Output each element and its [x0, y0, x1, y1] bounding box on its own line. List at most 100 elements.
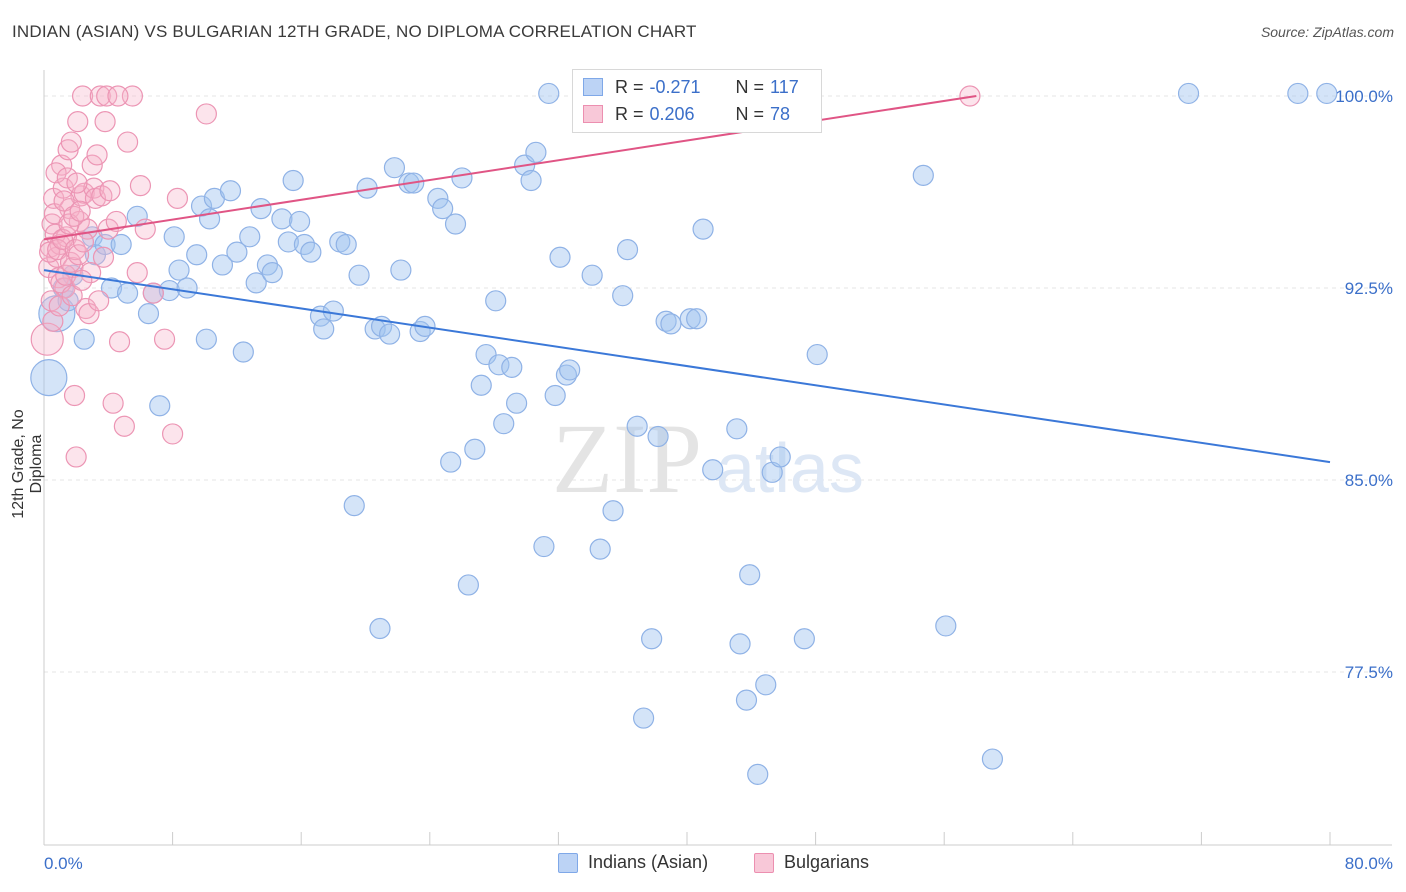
- bulgarian-point: [162, 423, 184, 445]
- indian-point: [379, 323, 401, 345]
- bulgarian-point: [105, 210, 127, 233]
- bulgarian-point: [67, 110, 89, 133]
- indian-point: [679, 308, 701, 330]
- indian-point: [30, 359, 68, 397]
- indian-point: [288, 210, 311, 233]
- indian-point: [282, 169, 304, 192]
- indian-point: [186, 244, 208, 266]
- legend-label-bulgarians: Bulgarians: [784, 852, 870, 872]
- bulgarian-point: [88, 290, 110, 312]
- indian-point: [549, 246, 571, 268]
- indian-point: [110, 233, 132, 256]
- indian-point: [559, 359, 581, 381]
- indian-point: [1177, 82, 1200, 105]
- indian-point: [271, 208, 293, 230]
- bulgarian-point: [53, 190, 75, 212]
- indian-point: [686, 308, 708, 330]
- indian-point: [226, 241, 248, 263]
- indian-point: [1287, 82, 1309, 105]
- indian-point: [116, 282, 139, 304]
- indian-point: [232, 341, 254, 363]
- bulgarian-point: [153, 328, 176, 350]
- bulgarian-point: [81, 154, 103, 176]
- y-tick-label: 92.5%: [1345, 279, 1393, 298]
- indian-point: [444, 213, 467, 235]
- legend-r-label: R =: [615, 103, 644, 124]
- legend-row-bulgarians: R = 0.206 N = 78: [583, 102, 790, 126]
- indian-point: [533, 535, 555, 558]
- legend-n-value: 78: [770, 103, 791, 124]
- indian-point: [602, 500, 624, 522]
- indian-point: [219, 180, 242, 202]
- bulgarian-point: [59, 251, 82, 273]
- indian-point: [149, 395, 171, 417]
- indian-point: [739, 564, 761, 586]
- indian-point: [755, 674, 777, 696]
- bulgarian-point: [45, 162, 67, 184]
- legend-row-indians: R = -0.271 N = 117: [583, 75, 799, 99]
- series-bulgarians: [30, 85, 981, 468]
- bulgarian-point: [86, 144, 108, 166]
- legend-n-label: N =: [735, 103, 765, 124]
- bulgarian-point: [116, 131, 139, 153]
- indian-point: [520, 169, 542, 192]
- indian-point: [647, 425, 669, 448]
- indian-point: [485, 290, 507, 312]
- indian-point: [313, 318, 335, 340]
- indian-point: [632, 707, 655, 729]
- watermark-atlas: atlas: [716, 429, 864, 507]
- legend-swatch-indians: [583, 78, 603, 96]
- legend-swatch-bulgarians: [583, 105, 603, 123]
- bulgarian-point: [65, 446, 87, 468]
- indian-point: [457, 574, 479, 596]
- indian-point: [793, 628, 815, 650]
- bulgarian-point: [129, 175, 152, 197]
- indian-point: [488, 354, 510, 376]
- source-label: Source: ZipAtlas.com: [1260, 24, 1394, 40]
- indian-point: [195, 328, 217, 350]
- axes: [43, 70, 1392, 846]
- bulgarian-point: [69, 200, 91, 222]
- trend-line-indians: [43, 269, 1331, 464]
- legend-n-value: 117: [770, 76, 799, 97]
- legend-r-value: 0.206: [649, 103, 695, 124]
- indian-point: [589, 538, 611, 560]
- indian-point: [470, 374, 492, 396]
- bulgarian-point: [60, 131, 82, 153]
- indian-point: [390, 259, 412, 281]
- bulgarian-point: [89, 85, 111, 107]
- legend-swatch-bulgarians: [754, 852, 774, 873]
- y-tick-label: 85.0%: [1345, 471, 1393, 490]
- indian-point: [729, 633, 751, 655]
- legend-r-label: R =: [615, 76, 644, 97]
- indian-point: [506, 392, 528, 414]
- bulgarian-point: [71, 85, 94, 107]
- legend-item-bulgarians[interactable]: Bulgarians: [754, 852, 869, 873]
- indian-point: [806, 343, 828, 366]
- grid-lines: [44, 95, 1392, 673]
- bulgarian-point: [121, 85, 144, 107]
- indian-point: [261, 262, 283, 284]
- bulgarian-point: [67, 244, 90, 266]
- indian-point: [747, 763, 769, 786]
- bulgarian-point: [39, 241, 61, 263]
- indian-point: [126, 205, 148, 227]
- indian-point: [427, 187, 449, 209]
- indian-point: [1316, 82, 1338, 105]
- legend-item-indians[interactable]: Indians (Asian): [558, 852, 708, 873]
- indian-point: [641, 628, 663, 650]
- bulgarian-point: [99, 180, 121, 202]
- indian-point: [176, 277, 198, 299]
- bulgarian-point: [102, 392, 124, 414]
- bulgarian-point: [73, 182, 95, 204]
- indian-point: [163, 226, 185, 248]
- y-tick-label: 77.5%: [1345, 663, 1393, 682]
- x-tick-label: 80.0%: [1345, 854, 1393, 873]
- indian-point: [383, 157, 406, 179]
- indian-point: [245, 272, 267, 294]
- indian-point: [343, 495, 365, 517]
- indian-point: [100, 277, 123, 299]
- x-tick-label: 0.0%: [44, 854, 83, 873]
- indian-point: [239, 226, 261, 248]
